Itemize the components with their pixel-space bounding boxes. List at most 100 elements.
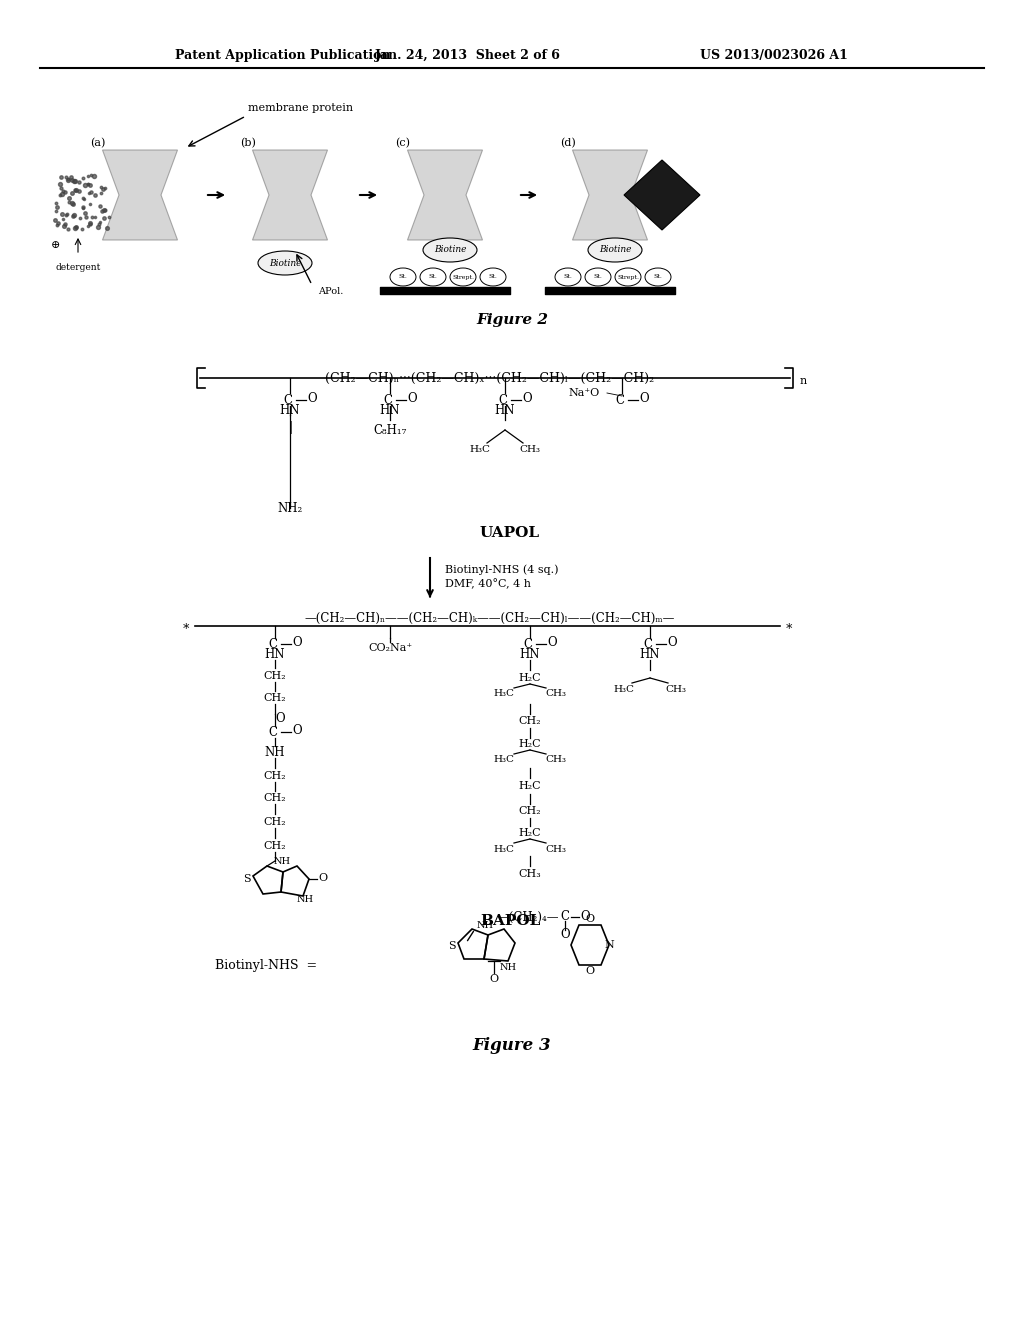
Text: S: S (449, 941, 456, 950)
Text: Biotine: Biotine (268, 259, 301, 268)
Text: St.: St. (398, 275, 408, 280)
Text: H₃C: H₃C (494, 755, 514, 764)
Text: C: C (268, 638, 278, 651)
Polygon shape (102, 150, 177, 240)
Text: S: S (243, 874, 251, 884)
Text: NH: NH (265, 746, 286, 759)
Text: —(CH₂)₄—: —(CH₂)₄— (497, 911, 558, 924)
Text: UAPOL: UAPOL (480, 525, 540, 540)
Text: O: O (586, 966, 595, 975)
Text: NH: NH (296, 895, 313, 904)
Text: Figure 3: Figure 3 (473, 1038, 551, 1055)
Text: C₈H₁₇: C₈H₁₇ (374, 424, 407, 437)
Text: Strept.: Strept. (452, 275, 474, 280)
Ellipse shape (555, 268, 581, 286)
Text: St.: St. (653, 275, 663, 280)
Text: CH₃: CH₃ (546, 845, 566, 854)
Text: O: O (408, 392, 417, 405)
Text: O: O (292, 636, 302, 649)
Polygon shape (408, 150, 482, 240)
Text: DMF, 40°C, 4 h: DMF, 40°C, 4 h (445, 578, 531, 589)
Text: H₃C: H₃C (469, 446, 490, 454)
Text: CH₃: CH₃ (666, 685, 686, 694)
Text: St.: St. (594, 275, 602, 280)
Ellipse shape (615, 268, 641, 286)
Text: US 2013/0023026 A1: US 2013/0023026 A1 (700, 49, 848, 62)
Text: H₃C: H₃C (613, 685, 635, 694)
Text: ∗: ∗ (785, 619, 794, 632)
Text: H₂C: H₂C (519, 739, 542, 748)
Text: CH₃: CH₃ (546, 689, 566, 698)
Text: Jan. 24, 2013  Sheet 2 of 6: Jan. 24, 2013 Sheet 2 of 6 (375, 49, 561, 62)
Text: detergent: detergent (55, 263, 100, 272)
Text: HN: HN (380, 404, 400, 417)
Text: C: C (384, 393, 392, 407)
Ellipse shape (258, 251, 312, 275)
Text: O: O (318, 873, 328, 883)
Ellipse shape (420, 268, 446, 286)
Polygon shape (572, 150, 647, 240)
Ellipse shape (450, 268, 476, 286)
Text: O: O (275, 713, 285, 726)
Text: O: O (586, 913, 595, 924)
Text: C: C (523, 638, 532, 651)
Text: Biotinyl-NHS (4 sq.): Biotinyl-NHS (4 sq.) (445, 565, 558, 576)
Text: C: C (268, 726, 278, 738)
Polygon shape (624, 160, 700, 230)
Text: O: O (639, 392, 649, 405)
Text: Figure 2: Figure 2 (476, 313, 548, 327)
Polygon shape (253, 150, 328, 240)
Text: H₃C: H₃C (494, 689, 514, 698)
Text: O: O (292, 725, 302, 738)
Text: (d): (d) (560, 137, 575, 148)
Text: Biotine: Biotine (599, 246, 631, 255)
Text: membrane protein: membrane protein (248, 103, 353, 114)
Text: St.: St. (488, 275, 498, 280)
Text: HN: HN (280, 404, 300, 417)
Text: ∗: ∗ (181, 619, 190, 632)
Ellipse shape (480, 268, 506, 286)
Text: n: n (800, 376, 807, 385)
Text: (CH₂—CH)ₙ···(CH₂—CH)ₓ···(CH₂—CH)ₗ—(CH₂—CH)₂: (CH₂—CH)ₙ···(CH₂—CH)ₓ···(CH₂—CH)ₗ—(CH₂—C… (326, 371, 654, 384)
Text: St.: St. (563, 275, 572, 280)
Text: O: O (489, 974, 499, 983)
Text: N: N (604, 940, 613, 950)
Text: CH₂: CH₂ (519, 807, 542, 816)
Text: O: O (522, 392, 531, 405)
Text: O: O (547, 636, 557, 649)
Ellipse shape (390, 268, 416, 286)
Text: (c): (c) (395, 137, 410, 148)
Text: H₂C: H₂C (519, 828, 542, 838)
Text: Biotinyl-NHS  =: Biotinyl-NHS = (215, 960, 317, 973)
Text: O: O (560, 928, 569, 941)
Text: O: O (668, 636, 677, 649)
Text: —(CH₂—CH)ₙ——(CH₂—CH)ₖ——(CH₂—CH)ₗ——(CH₂—CH)ₘ—: —(CH₂—CH)ₙ——(CH₂—CH)ₖ——(CH₂—CH)ₗ——(CH₂—C… (305, 611, 675, 624)
Text: BAPOL: BAPOL (480, 913, 541, 928)
Text: CH₂: CH₂ (264, 693, 287, 704)
Text: HN: HN (520, 648, 541, 660)
Text: (b): (b) (240, 137, 256, 148)
Text: H₂C: H₂C (519, 781, 542, 791)
Text: CH₂: CH₂ (264, 793, 287, 803)
Text: APol.: APol. (318, 288, 343, 297)
Text: |: | (288, 421, 292, 434)
Text: NH: NH (500, 962, 516, 972)
Text: O: O (581, 909, 590, 923)
Text: CH₂: CH₂ (264, 771, 287, 781)
Text: C: C (560, 911, 569, 924)
Ellipse shape (645, 268, 671, 286)
Text: (a): (a) (90, 137, 105, 148)
Text: C: C (643, 638, 652, 651)
Text: CH₃: CH₃ (518, 869, 542, 879)
Text: CH₂: CH₂ (264, 841, 287, 851)
Text: CH₂: CH₂ (519, 715, 542, 726)
Text: H₂C: H₂C (519, 673, 542, 682)
Ellipse shape (423, 238, 477, 261)
Text: CO₂Na⁺: CO₂Na⁺ (368, 643, 412, 653)
Text: Patent Application Publication: Patent Application Publication (175, 49, 390, 62)
Text: CH₂: CH₂ (264, 817, 287, 828)
Text: ⊕: ⊕ (50, 240, 59, 249)
Text: NH: NH (476, 920, 494, 929)
Text: C: C (615, 393, 625, 407)
Text: C: C (284, 393, 293, 407)
